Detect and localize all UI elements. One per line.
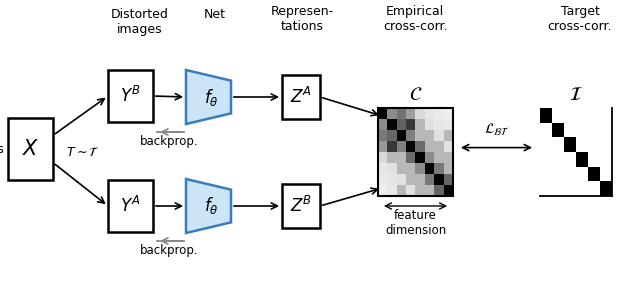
- Text: $Y^B$: $Y^B$: [120, 86, 141, 106]
- Text: $\mathcal{L}_{\mathcal{BT}}$: $\mathcal{L}_{\mathcal{BT}}$: [484, 121, 509, 138]
- Bar: [282, 75, 320, 119]
- Text: feature
dimension: feature dimension: [385, 209, 446, 237]
- Polygon shape: [186, 179, 231, 233]
- Polygon shape: [186, 70, 231, 124]
- Text: Images: Images: [0, 143, 5, 156]
- Text: $T \sim \mathcal{T}$: $T \sim \mathcal{T}$: [66, 146, 100, 159]
- Bar: [108, 180, 153, 232]
- Text: backprop.: backprop.: [140, 244, 199, 257]
- Bar: [378, 108, 453, 196]
- Text: $X$: $X$: [22, 139, 39, 159]
- Text: Empirical
cross-corr.: Empirical cross-corr.: [383, 5, 447, 33]
- Text: $\mathcal{I}$: $\mathcal{I}$: [569, 85, 583, 104]
- Text: $f_\theta$: $f_\theta$: [204, 86, 218, 108]
- Bar: [282, 184, 320, 228]
- Text: $Y^A$: $Y^A$: [120, 196, 141, 216]
- Text: $f_\theta$: $f_\theta$: [204, 195, 218, 217]
- Text: Target
cross-corr.: Target cross-corr.: [548, 5, 612, 33]
- Text: Represen-
tations: Represen- tations: [271, 5, 333, 33]
- Text: Distorted
images: Distorted images: [111, 8, 169, 36]
- Text: $Z^A$: $Z^A$: [290, 87, 312, 107]
- Text: $\mathcal{C}$: $\mathcal{C}$: [409, 85, 422, 104]
- Text: $Z^B$: $Z^B$: [290, 196, 312, 216]
- Bar: [108, 70, 153, 122]
- Text: backprop.: backprop.: [140, 135, 199, 148]
- Text: Net: Net: [204, 8, 226, 21]
- Bar: [8, 118, 53, 180]
